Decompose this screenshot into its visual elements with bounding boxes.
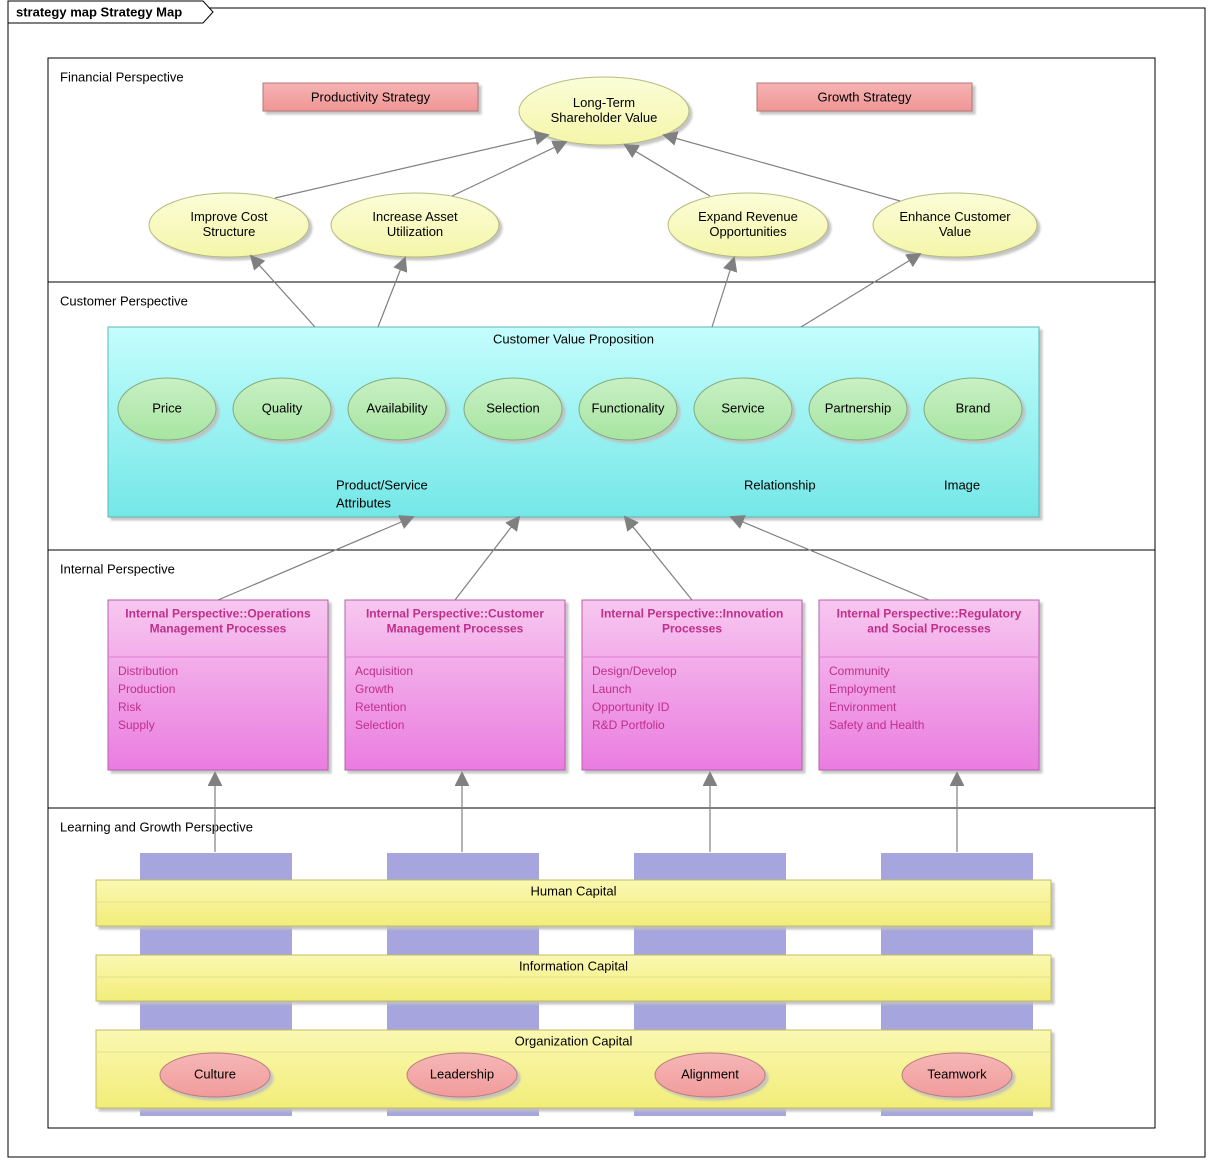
node-cvp_service-label: Service — [721, 400, 764, 415]
arrow-3 — [664, 135, 900, 201]
arrow-6 — [712, 258, 734, 327]
node-expand_rev-label: Expand Revenue — [698, 209, 798, 224]
ops_processes-item-0: Distribution — [118, 664, 178, 678]
node-org_culture-label: Culture — [194, 1066, 236, 1081]
node-cvp_selection-label: Selection — [486, 400, 539, 415]
node-cvp_partnership-label: Partnership — [825, 400, 891, 415]
cust_processes-header: Internal Perspective::Customer — [366, 607, 544, 621]
node-ltsharevalue-label: Shareholder Value — [551, 110, 658, 125]
productivity_strategy-label: Productivity Strategy — [311, 89, 431, 104]
reg_processes-item-1: Employment — [829, 682, 896, 696]
cvp-bottom-label-0a: Product/Service — [336, 477, 428, 492]
node-ltsharevalue-label: Long-Term — [573, 95, 635, 110]
innov_processes-item-0: Design/Develop — [592, 664, 677, 678]
cust_processes-item-2: Retention — [355, 700, 406, 714]
arrow-1 — [452, 142, 566, 196]
innov_processes-item-1: Launch — [592, 682, 631, 696]
human_capital-label: Human Capital — [531, 883, 617, 898]
cust_processes-item-3: Selection — [355, 718, 404, 732]
cust_processes-item-1: Growth — [355, 682, 394, 696]
cvp-title: Customer Value Proposition — [493, 331, 654, 346]
node-cvp_brand-label: Brand — [956, 400, 991, 415]
node-improve_cost-label: Structure — [203, 224, 256, 239]
arrow-2 — [625, 145, 710, 196]
node-org_alignment-label: Alignment — [681, 1066, 739, 1081]
arrow-5 — [378, 258, 405, 327]
node-enhance_cust-label: Enhance Customer — [899, 209, 1011, 224]
arrow-8 — [218, 517, 413, 600]
information_capital-label: Information Capital — [519, 958, 628, 973]
ops_processes-item-1: Production — [118, 682, 175, 696]
ops_processes-item-2: Risk — [118, 700, 142, 714]
innov_processes-item-2: Opportunity ID — [592, 700, 670, 714]
ops_processes-item-3: Supply — [118, 718, 155, 732]
lane-label-financial: Financial Perspective — [60, 69, 184, 84]
node-cvp_quality-label: Quality — [262, 400, 303, 415]
innov_processes-header: Processes — [662, 622, 722, 636]
reg_processes-header: and Social Processes — [867, 622, 991, 636]
cust_processes-item-0: Acquisition — [355, 664, 413, 678]
node-cvp_avail-label: Availability — [366, 400, 428, 415]
strategy-map-svg: strategy map Strategy Map Financial Persp… — [0, 0, 1213, 1165]
lane-label-internal: Internal Perspective — [60, 561, 175, 576]
node-enhance_cust-label: Value — [939, 224, 971, 239]
lane-label-learning: Learning and Growth Perspective — [60, 819, 253, 834]
cust_processes-header: Management Processes — [387, 622, 524, 636]
cvp-bottom-label-1: Relationship — [744, 477, 816, 492]
node-asset_util-label: Increase Asset — [372, 209, 458, 224]
lane-label-customer: Customer Perspective — [60, 293, 188, 308]
cvp-bottom-label-0b: Attributes — [336, 495, 391, 510]
arrow-9 — [455, 517, 519, 600]
ops_processes-header: Management Processes — [150, 622, 287, 636]
title-tab-text: strategy map Strategy Map — [16, 4, 182, 19]
node-cvp_price-label: Price — [152, 400, 182, 415]
ops_processes-header: Internal Perspective::Operations — [125, 607, 311, 621]
arrow-7 — [801, 254, 920, 327]
node-expand_rev-label: Opportunities — [709, 224, 787, 239]
node-cvp_functionality-label: Functionality — [592, 400, 665, 415]
reg_processes-item-3: Safety and Health — [829, 718, 924, 732]
reg_processes-header: Internal Perspective::Regulatory — [837, 607, 1022, 621]
arrow-4 — [251, 256, 315, 327]
growth_strategy-label: Growth Strategy — [818, 89, 912, 104]
cvp-bottom-label-2: Image — [944, 477, 980, 492]
reg_processes-item-0: Community — [829, 664, 890, 678]
innov_processes-header: Internal Perspective::Innovation — [601, 607, 784, 621]
arrow-0 — [275, 135, 548, 198]
node-asset_util-label: Utilization — [387, 224, 443, 239]
node-org_teamwork-label: Teamwork — [927, 1066, 987, 1081]
node-improve_cost-label: Improve Cost — [190, 209, 268, 224]
arrow-10 — [625, 517, 692, 600]
node-org_leadership-label: Leadership — [430, 1066, 494, 1081]
organization_capital-label: Organization Capital — [515, 1033, 633, 1048]
innov_processes-item-3: R&D Portfolio — [592, 718, 665, 732]
arrow-11 — [731, 517, 929, 600]
reg_processes-item-2: Environment — [829, 700, 897, 714]
